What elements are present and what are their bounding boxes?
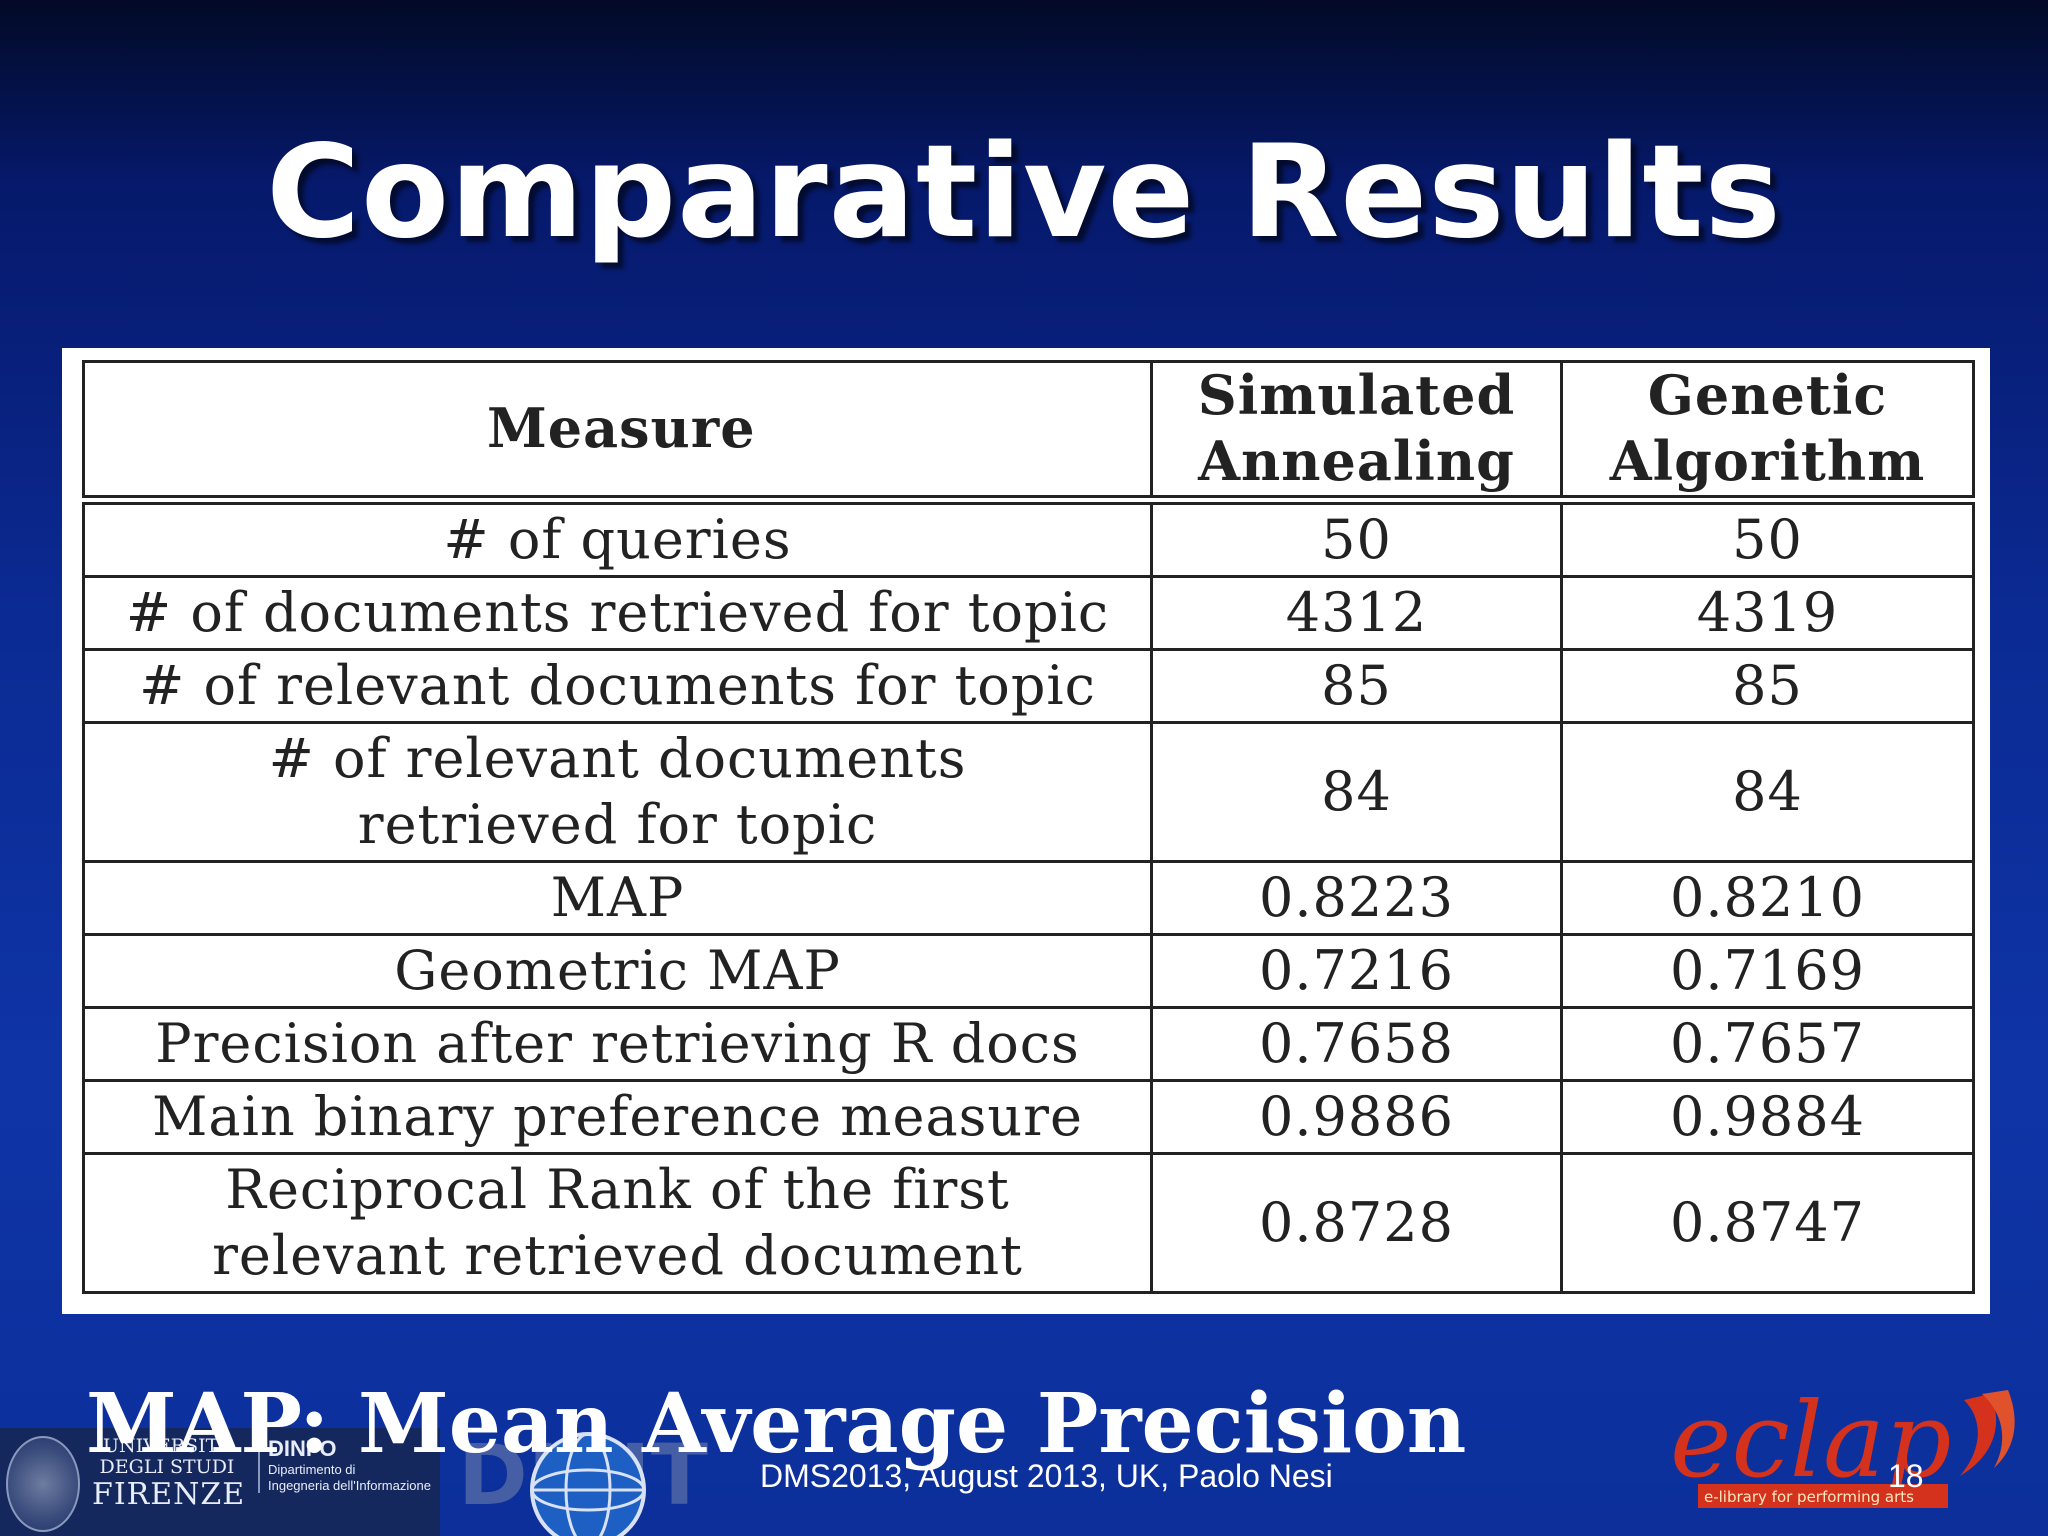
header-genetic-algorithm: Genetic Algorithm [1560, 360, 1975, 498]
ga-value-cell: 0.8210 [1560, 860, 1975, 936]
measure-cell: Precision after retrieving R docs [82, 1006, 1153, 1082]
dinfo-logo: DINFO Dipartimento di Ingegneria dell'In… [258, 1436, 448, 1494]
table-row: # of relevant documents retrieved for to… [82, 721, 1975, 863]
measure-cell: # of queries [82, 502, 1153, 578]
slide-title: Comparative Results [266, 118, 1782, 267]
slide-footer: DMS2013, August 2013, UK, Paolo Nesi [760, 1458, 1333, 1494]
table-row: Precision after retrieving R docs 0.7658… [82, 1006, 1975, 1082]
page-number: 18 [1888, 1458, 1924, 1494]
table-row: # of relevant documents for topic 85 85 [82, 648, 1975, 724]
university-name: UNIVERSITÀ DEGLI STUDI FIRENZE [92, 1435, 246, 1512]
table-body: # of queries 50 50 # of documents retrie… [82, 502, 1975, 1294]
ga-value-cell: 0.8747 [1560, 1152, 1975, 1294]
measure-cell: Main binary preference measure [82, 1079, 1153, 1155]
measure-cell: # of relevant documents for topic [82, 648, 1153, 724]
university-seal-icon [6, 1436, 80, 1532]
ga-value-cell: 0.7169 [1560, 933, 1975, 1009]
unifi-logo: UNIVERSITÀ DEGLI STUDI FIRENZE DINFO Dip… [0, 1428, 440, 1536]
sa-value-cell: 84 [1150, 721, 1563, 863]
sa-value-cell: 0.8728 [1150, 1152, 1563, 1294]
ga-value-cell: 85 [1560, 648, 1975, 724]
measure-cell: # of documents retrieved for topic [82, 575, 1153, 651]
ga-value-cell: 4319 [1560, 575, 1975, 651]
map-footnote: MAP: Mean Average Precision [86, 1376, 1467, 1472]
sa-value-cell: 0.8223 [1150, 860, 1563, 936]
table-row: MAP 0.8223 0.8210 [82, 860, 1975, 936]
results-table-panel: Measure Simulated Annealing Genetic Algo… [62, 348, 1990, 1314]
header-simulated-annealing: Simulated Annealing [1150, 360, 1563, 498]
table-row: Geometric MAP 0.7216 0.7169 [82, 933, 1975, 1009]
table-header: Measure Simulated Annealing Genetic Algo… [82, 360, 1975, 498]
measure-cell: Geometric MAP [82, 933, 1153, 1009]
sa-value-cell: 0.7216 [1150, 933, 1563, 1009]
sa-value-cell: 0.7658 [1150, 1006, 1563, 1082]
ga-value-cell: 0.9884 [1560, 1079, 1975, 1155]
measure-cell: # of relevant documents retrieved for to… [82, 721, 1153, 863]
ga-value-cell: 0.7657 [1560, 1006, 1975, 1082]
ga-value-cell: 50 [1560, 502, 1975, 578]
svg-text:eclap: eclap [1670, 1380, 1952, 1501]
sa-value-cell: 85 [1150, 648, 1563, 724]
header-measure: Measure [82, 360, 1153, 498]
ga-value-cell: 84 [1560, 721, 1975, 863]
table-row: Main binary preference measure 0.9886 0.… [82, 1079, 1975, 1155]
eclap-logo-icon: eclap e-library for performing arts [1670, 1380, 2015, 1508]
measure-cell: Reciprocal Rank of the first relevant re… [82, 1152, 1153, 1294]
sa-value-cell: 0.9886 [1150, 1079, 1563, 1155]
table-row: # of queries 50 50 [82, 502, 1975, 578]
table-row: Reciprocal Rank of the first relevant re… [82, 1152, 1975, 1294]
table-row: # of documents retrieved for topic 4312 … [82, 575, 1975, 651]
measure-cell: MAP [82, 860, 1153, 936]
disit-logo-icon: DISIT [458, 1426, 708, 1536]
sa-value-cell: 50 [1150, 502, 1563, 578]
svg-text:e-library for performing arts: e-library for performing arts [1704, 1488, 1914, 1506]
sa-value-cell: 4312 [1150, 575, 1563, 651]
